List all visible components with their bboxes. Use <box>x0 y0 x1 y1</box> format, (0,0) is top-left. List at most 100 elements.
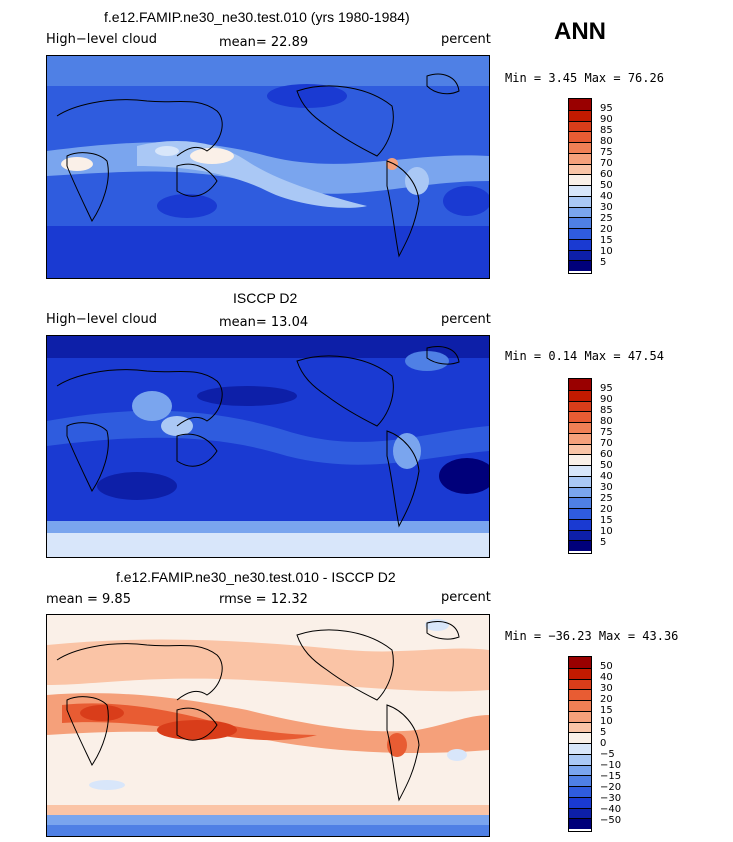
panel1-title: f.e12.FAMIP.ne30_ne30.test.010 (yrs 1980… <box>104 9 410 25</box>
panel1-minmax: Min = 3.45 Max = 76.26 <box>505 71 664 85</box>
colorbar-tick-label: 50 <box>600 460 613 471</box>
panel2-units-label: percent <box>441 312 491 327</box>
colorbar-swatch <box>569 206 591 218</box>
colorbar-tick-label: 40 <box>600 471 613 482</box>
colorbar-swatch <box>569 142 591 153</box>
colorbar-tick-label: 15 <box>600 705 613 716</box>
colorbar-swatch <box>569 465 591 476</box>
panel3-map-svg <box>47 615 489 836</box>
colorbar-tick-label: 70 <box>600 438 613 449</box>
colorbar-swatch <box>569 120 591 132</box>
colorbar-swatch <box>569 238 591 250</box>
colorbar-tick-label: 10 <box>600 716 613 727</box>
colorbar-tick-label: 10 <box>600 246 613 257</box>
colorbar-tick-label: 20 <box>600 224 613 235</box>
colorbar-swatch <box>569 540 591 551</box>
panel3-mean-label: mean = 9.85 <box>46 592 131 607</box>
colorbar-tick-label: 50 <box>600 661 613 672</box>
colorbar-tick-label: 30 <box>600 482 613 493</box>
colorbar-swatch <box>569 422 591 433</box>
colorbar-swatch <box>569 260 591 271</box>
panel3-rmse-label: rmse = 12.32 <box>219 592 308 607</box>
colorbar-swatch <box>569 518 591 530</box>
colorbar-swatch <box>569 753 591 765</box>
panel3-colorbar <box>568 656 592 832</box>
panel3-title: f.e12.FAMIP.ne30_ne30.test.010 - ISCCP D… <box>116 569 396 585</box>
colorbar-swatch <box>569 497 591 508</box>
colorbar-tick-label: 20 <box>600 504 613 515</box>
colorbar-swatch <box>569 109 591 121</box>
colorbar-tick-label: 60 <box>600 169 613 180</box>
colorbar-swatch <box>569 689 591 700</box>
colorbar-tick-label: −5 <box>600 749 615 760</box>
colorbar-swatch <box>569 389 591 401</box>
colorbar-tick-label: −40 <box>600 804 622 815</box>
colorbar-tick-label: 80 <box>600 136 613 147</box>
colorbar-tick-label: 15 <box>600 515 613 526</box>
colorbar-swatch <box>569 454 591 465</box>
panel2-title: ISCCP D2 <box>233 290 298 306</box>
season-label: ANN <box>554 18 606 45</box>
panel2-colorbar <box>568 378 592 554</box>
panel1-variable-label: High−level cloud <box>46 32 158 47</box>
panel1-colorbar <box>568 98 592 274</box>
colorbar-tick-label: 40 <box>600 191 613 202</box>
colorbar-tick-label: 95 <box>600 103 613 114</box>
colorbar-swatch <box>569 678 591 690</box>
colorbar-swatch <box>569 379 591 390</box>
colorbar-swatch <box>569 818 591 829</box>
colorbar-swatch <box>569 529 591 541</box>
colorbar-swatch <box>569 99 591 110</box>
colorbar-tick-label: 40 <box>600 672 613 683</box>
colorbar-swatch <box>569 775 591 786</box>
colorbar-swatch <box>569 185 591 196</box>
panel1-units-label: percent <box>441 32 491 47</box>
colorbar-swatch <box>569 228 591 239</box>
colorbar-swatch <box>569 217 591 228</box>
colorbar-tick-label: 90 <box>600 114 613 125</box>
colorbar-tick-label: 5 <box>600 727 607 738</box>
colorbar-tick-label: 50 <box>600 180 613 191</box>
colorbar-tick-label: 5 <box>600 257 607 268</box>
colorbar-tick-label: 60 <box>600 449 613 460</box>
colorbar-tick-label: −15 <box>600 771 622 782</box>
colorbar-tick-label: 30 <box>600 683 613 694</box>
colorbar-tick-label: 0 <box>600 738 607 749</box>
colorbar-swatch <box>569 700 591 711</box>
colorbar-swatch <box>569 475 591 487</box>
colorbar-tick-label: 5 <box>600 537 607 548</box>
colorbar-swatch <box>569 486 591 498</box>
colorbar-swatch <box>569 732 591 743</box>
colorbar-swatch <box>569 432 591 444</box>
colorbar-swatch <box>569 710 591 722</box>
panel2-map-svg <box>47 336 489 557</box>
panel1-map-svg <box>47 56 489 278</box>
colorbar-tick-label: 80 <box>600 416 613 427</box>
panel3-minmax: Min = −36.23 Max = 43.36 <box>505 629 679 643</box>
panel3-colorbar-swatches <box>569 657 591 829</box>
colorbar-tick-label: 70 <box>600 158 613 169</box>
colorbar-swatch <box>569 174 591 185</box>
colorbar-swatch <box>569 400 591 412</box>
panel2-colorbar-swatches <box>569 379 591 551</box>
colorbar-tick-label: −30 <box>600 793 622 804</box>
colorbar-swatch <box>569 796 591 808</box>
panel2-minmax: Min = 0.14 Max = 47.54 <box>505 349 664 363</box>
colorbar-swatch <box>569 667 591 679</box>
panel2-mean-label: mean= 13.04 <box>219 315 309 330</box>
colorbar-tick-label: 90 <box>600 394 613 405</box>
colorbar-tick-label: 95 <box>600 383 613 394</box>
colorbar-tick-label: 15 <box>600 235 613 246</box>
panel2-map <box>46 335 490 558</box>
panel3-units-label: percent <box>441 590 491 605</box>
colorbar-tick-label: 75 <box>600 427 613 438</box>
colorbar-swatch <box>569 163 591 175</box>
colorbar-tick-label: 85 <box>600 125 613 136</box>
colorbar-tick-label: −50 <box>600 815 622 826</box>
colorbar-tick-label: 25 <box>600 213 613 224</box>
panel2-variable-label: High−level cloud <box>46 312 158 327</box>
colorbar-swatch <box>569 743 591 754</box>
colorbar-swatch <box>569 657 591 668</box>
colorbar-tick-label: 75 <box>600 147 613 158</box>
colorbar-tick-label: −20 <box>600 782 622 793</box>
